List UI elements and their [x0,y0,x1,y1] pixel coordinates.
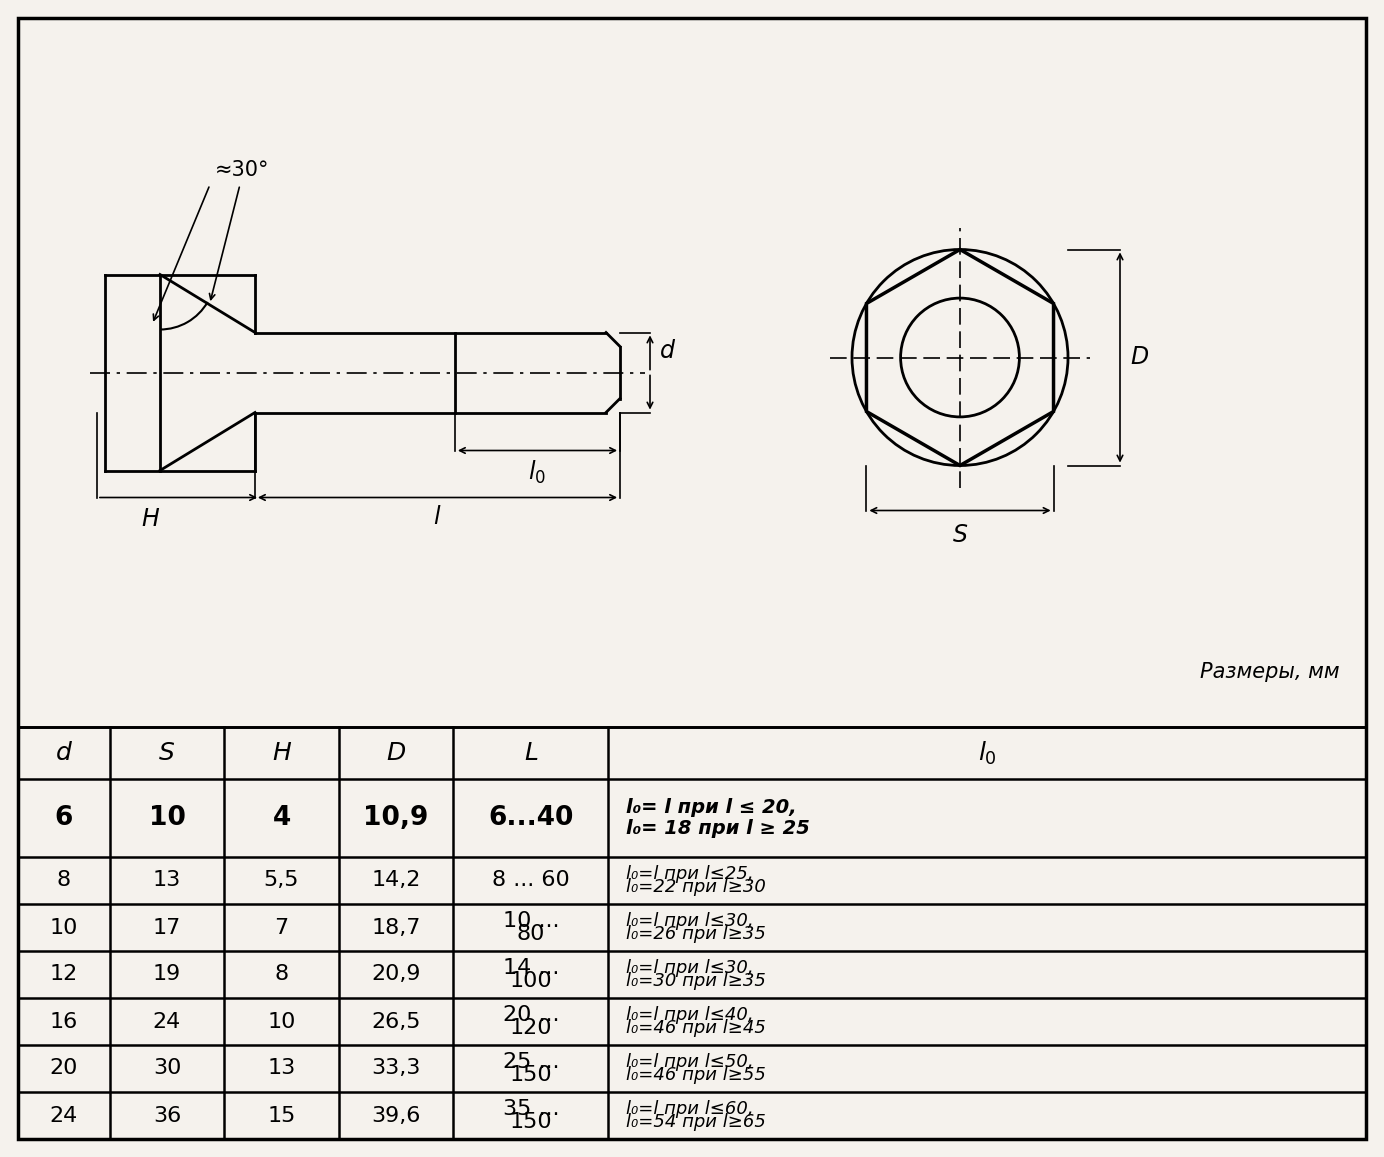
Text: Размеры, мм: Размеры, мм [1200,662,1340,681]
Text: l₀=l при l≤25,: l₀=l при l≤25, [627,865,754,883]
Text: 10,9: 10,9 [364,805,429,831]
Text: 10: 10 [50,918,78,937]
Text: l₀=46 при l≥45: l₀=46 при l≥45 [627,1019,767,1037]
Text: 20,9: 20,9 [371,965,421,985]
Text: l₀=22 при l≥30: l₀=22 при l≥30 [627,878,767,896]
Text: H: H [141,508,159,531]
Text: 12: 12 [50,965,78,985]
Text: l₀=l при l≤50,: l₀=l при l≤50, [627,1053,754,1071]
Text: l₀= 18 при l ≥ 25: l₀= 18 при l ≥ 25 [627,819,810,839]
Text: 8 ... 60: 8 ... 60 [493,870,570,891]
Text: 24: 24 [152,1011,181,1032]
Text: S: S [952,523,967,546]
Text: l₀=l при l≤30,: l₀=l при l≤30, [627,959,754,977]
Text: 20 ...: 20 ... [502,1005,559,1025]
Text: D: D [386,740,406,765]
Text: 8: 8 [57,870,71,891]
Text: 14 ...: 14 ... [502,958,559,978]
Text: 39,6: 39,6 [371,1105,421,1126]
Text: L: L [525,740,538,765]
Text: 150: 150 [509,1112,552,1132]
Text: $l$: $l$ [433,506,441,530]
Text: $l_0$: $l_0$ [977,739,996,767]
Text: 6: 6 [54,805,73,831]
Text: 14,2: 14,2 [371,870,421,891]
Text: 10: 10 [148,805,185,831]
Text: 150: 150 [509,1066,552,1085]
Text: 5,5: 5,5 [264,870,299,891]
Text: 13: 13 [152,870,181,891]
Text: $l_0$: $l_0$ [529,458,547,486]
Text: d: d [660,339,675,362]
Text: 8: 8 [274,965,289,985]
Text: 80: 80 [516,924,545,944]
Text: 30: 30 [152,1059,181,1078]
Text: l₀=l при l≤60,: l₀=l при l≤60, [627,1100,754,1118]
Text: l₀=l при l≤30,: l₀=l при l≤30, [627,912,754,930]
Text: ≈30°: ≈30° [215,160,270,179]
Text: l₀=46 при l≥55: l₀=46 при l≥55 [627,1066,767,1084]
Text: 10 ...: 10 ... [502,911,559,931]
Text: 16: 16 [50,1011,78,1032]
Text: 24: 24 [50,1105,78,1126]
Text: 6...40: 6...40 [489,805,573,831]
Text: 13: 13 [267,1059,296,1078]
Text: 10: 10 [267,1011,296,1032]
Text: l₀=30 при l≥35: l₀=30 при l≥35 [627,972,767,990]
Text: 120: 120 [509,1018,552,1038]
Text: 7: 7 [274,918,289,937]
Text: 17: 17 [152,918,181,937]
Text: 19: 19 [152,965,181,985]
Text: l₀=l при l≤40,: l₀=l при l≤40, [627,1005,754,1024]
Text: D: D [1129,346,1149,369]
Text: 4: 4 [273,805,291,831]
Text: 15: 15 [267,1105,296,1126]
Text: H: H [273,740,291,765]
Text: 36: 36 [152,1105,181,1126]
Text: 18,7: 18,7 [371,918,421,937]
Text: 26,5: 26,5 [371,1011,421,1032]
Text: 100: 100 [509,971,552,992]
Text: 35 ...: 35 ... [502,1099,559,1119]
Text: l₀=54 при l≥65: l₀=54 при l≥65 [627,1113,767,1132]
Text: 25 ...: 25 ... [502,1052,559,1071]
Text: l₀=26 при l≥35: l₀=26 при l≥35 [627,926,767,943]
Text: l₀= l при l ≤ 20,: l₀= l при l ≤ 20, [627,797,797,817]
Text: S: S [159,740,174,765]
Text: d: d [55,740,72,765]
Text: 33,3: 33,3 [371,1059,421,1078]
Text: 20: 20 [50,1059,78,1078]
